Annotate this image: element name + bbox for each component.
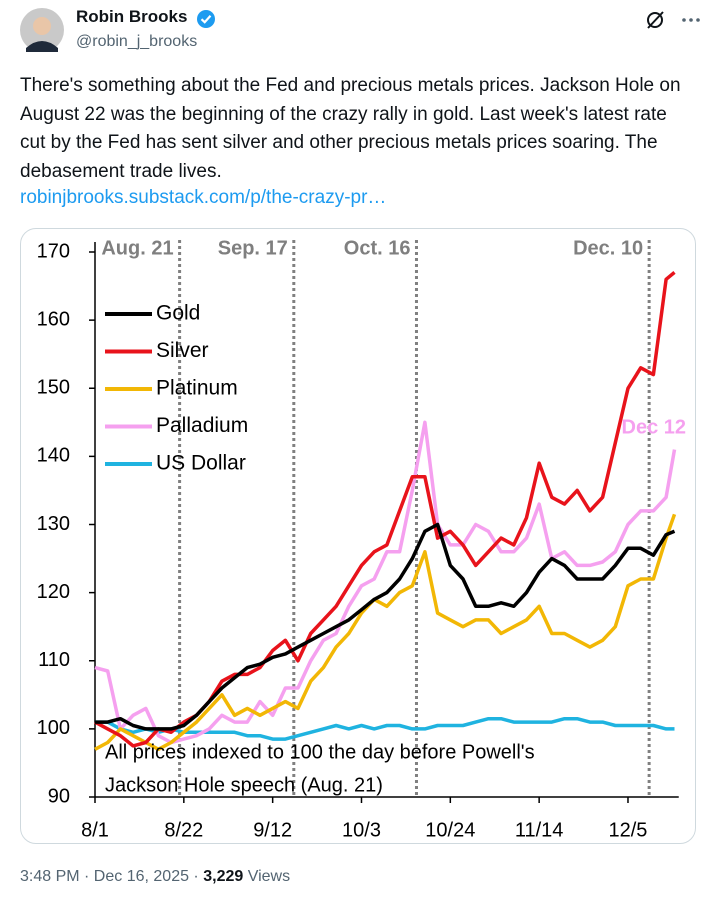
series-note: Dec 12 — [622, 416, 687, 438]
event-label: Sep. 17 — [218, 237, 288, 259]
y-tick-label: 160 — [37, 308, 70, 330]
legend-label: US Dollar — [156, 452, 246, 475]
legend-label: Silver — [156, 339, 209, 362]
y-tick-label: 90 — [48, 785, 70, 807]
x-tick-label: 11/14 — [515, 819, 564, 841]
y-tick-label: 150 — [37, 377, 70, 399]
series-line — [95, 522, 676, 731]
x-tick-label: 8/22 — [164, 819, 203, 841]
timestamp: 3:48 PM · Dec 16, 2025 · — [20, 868, 199, 885]
x-tick-label: 10/3 — [342, 819, 381, 841]
x-tick-label: 10/24 — [425, 819, 475, 841]
x-tick-label: 8/1 — [81, 819, 109, 841]
y-tick-label: 120 — [37, 581, 70, 603]
view-count: 3,229 — [203, 868, 244, 885]
header-icons[interactable] — [644, 8, 704, 32]
author-handle[interactable]: @robin_j_brooks — [76, 33, 198, 50]
event-label: Aug. 21 — [101, 237, 173, 259]
chart-note: All prices indexed to 100 the day before… — [105, 741, 535, 763]
y-tick-label: 130 — [37, 513, 70, 535]
y-tick-label: 140 — [37, 445, 70, 467]
views-label: Views — [247, 868, 291, 885]
x-tick-label: 12/5 — [609, 819, 648, 841]
chart-note: Jackson Hole speech (Aug. 21) — [105, 774, 383, 796]
event-label: Dec. 10 — [573, 237, 643, 259]
tweet-link[interactable]: robinjbrooks.substack.com/p/the-crazy-pr… — [20, 187, 387, 208]
event-label: Oct. 16 — [344, 237, 411, 259]
legend-label: Platinum — [156, 377, 238, 400]
author-name[interactable]: Robin Brooks — [76, 7, 188, 26]
y-tick-label: 100 — [37, 717, 70, 739]
legend-label: Palladium — [156, 414, 248, 437]
tweet-meta: 3:48 PM · Dec 16, 2025 · 3,229 Views — [20, 868, 290, 886]
series-line — [95, 716, 675, 741]
tweet-text: There's something about the Fed and prec… — [20, 75, 681, 182]
y-tick-label: 170 — [37, 240, 70, 262]
x-tick-label: 9/12 — [253, 819, 292, 841]
y-tick-label: 110 — [38, 649, 70, 671]
legend-label: Gold — [156, 302, 200, 325]
media-card[interactable] — [20, 228, 696, 844]
avatar[interactable] — [20, 8, 64, 52]
verified-badge — [197, 10, 215, 28]
series-line — [94, 513, 677, 752]
series-line — [94, 420, 677, 745]
